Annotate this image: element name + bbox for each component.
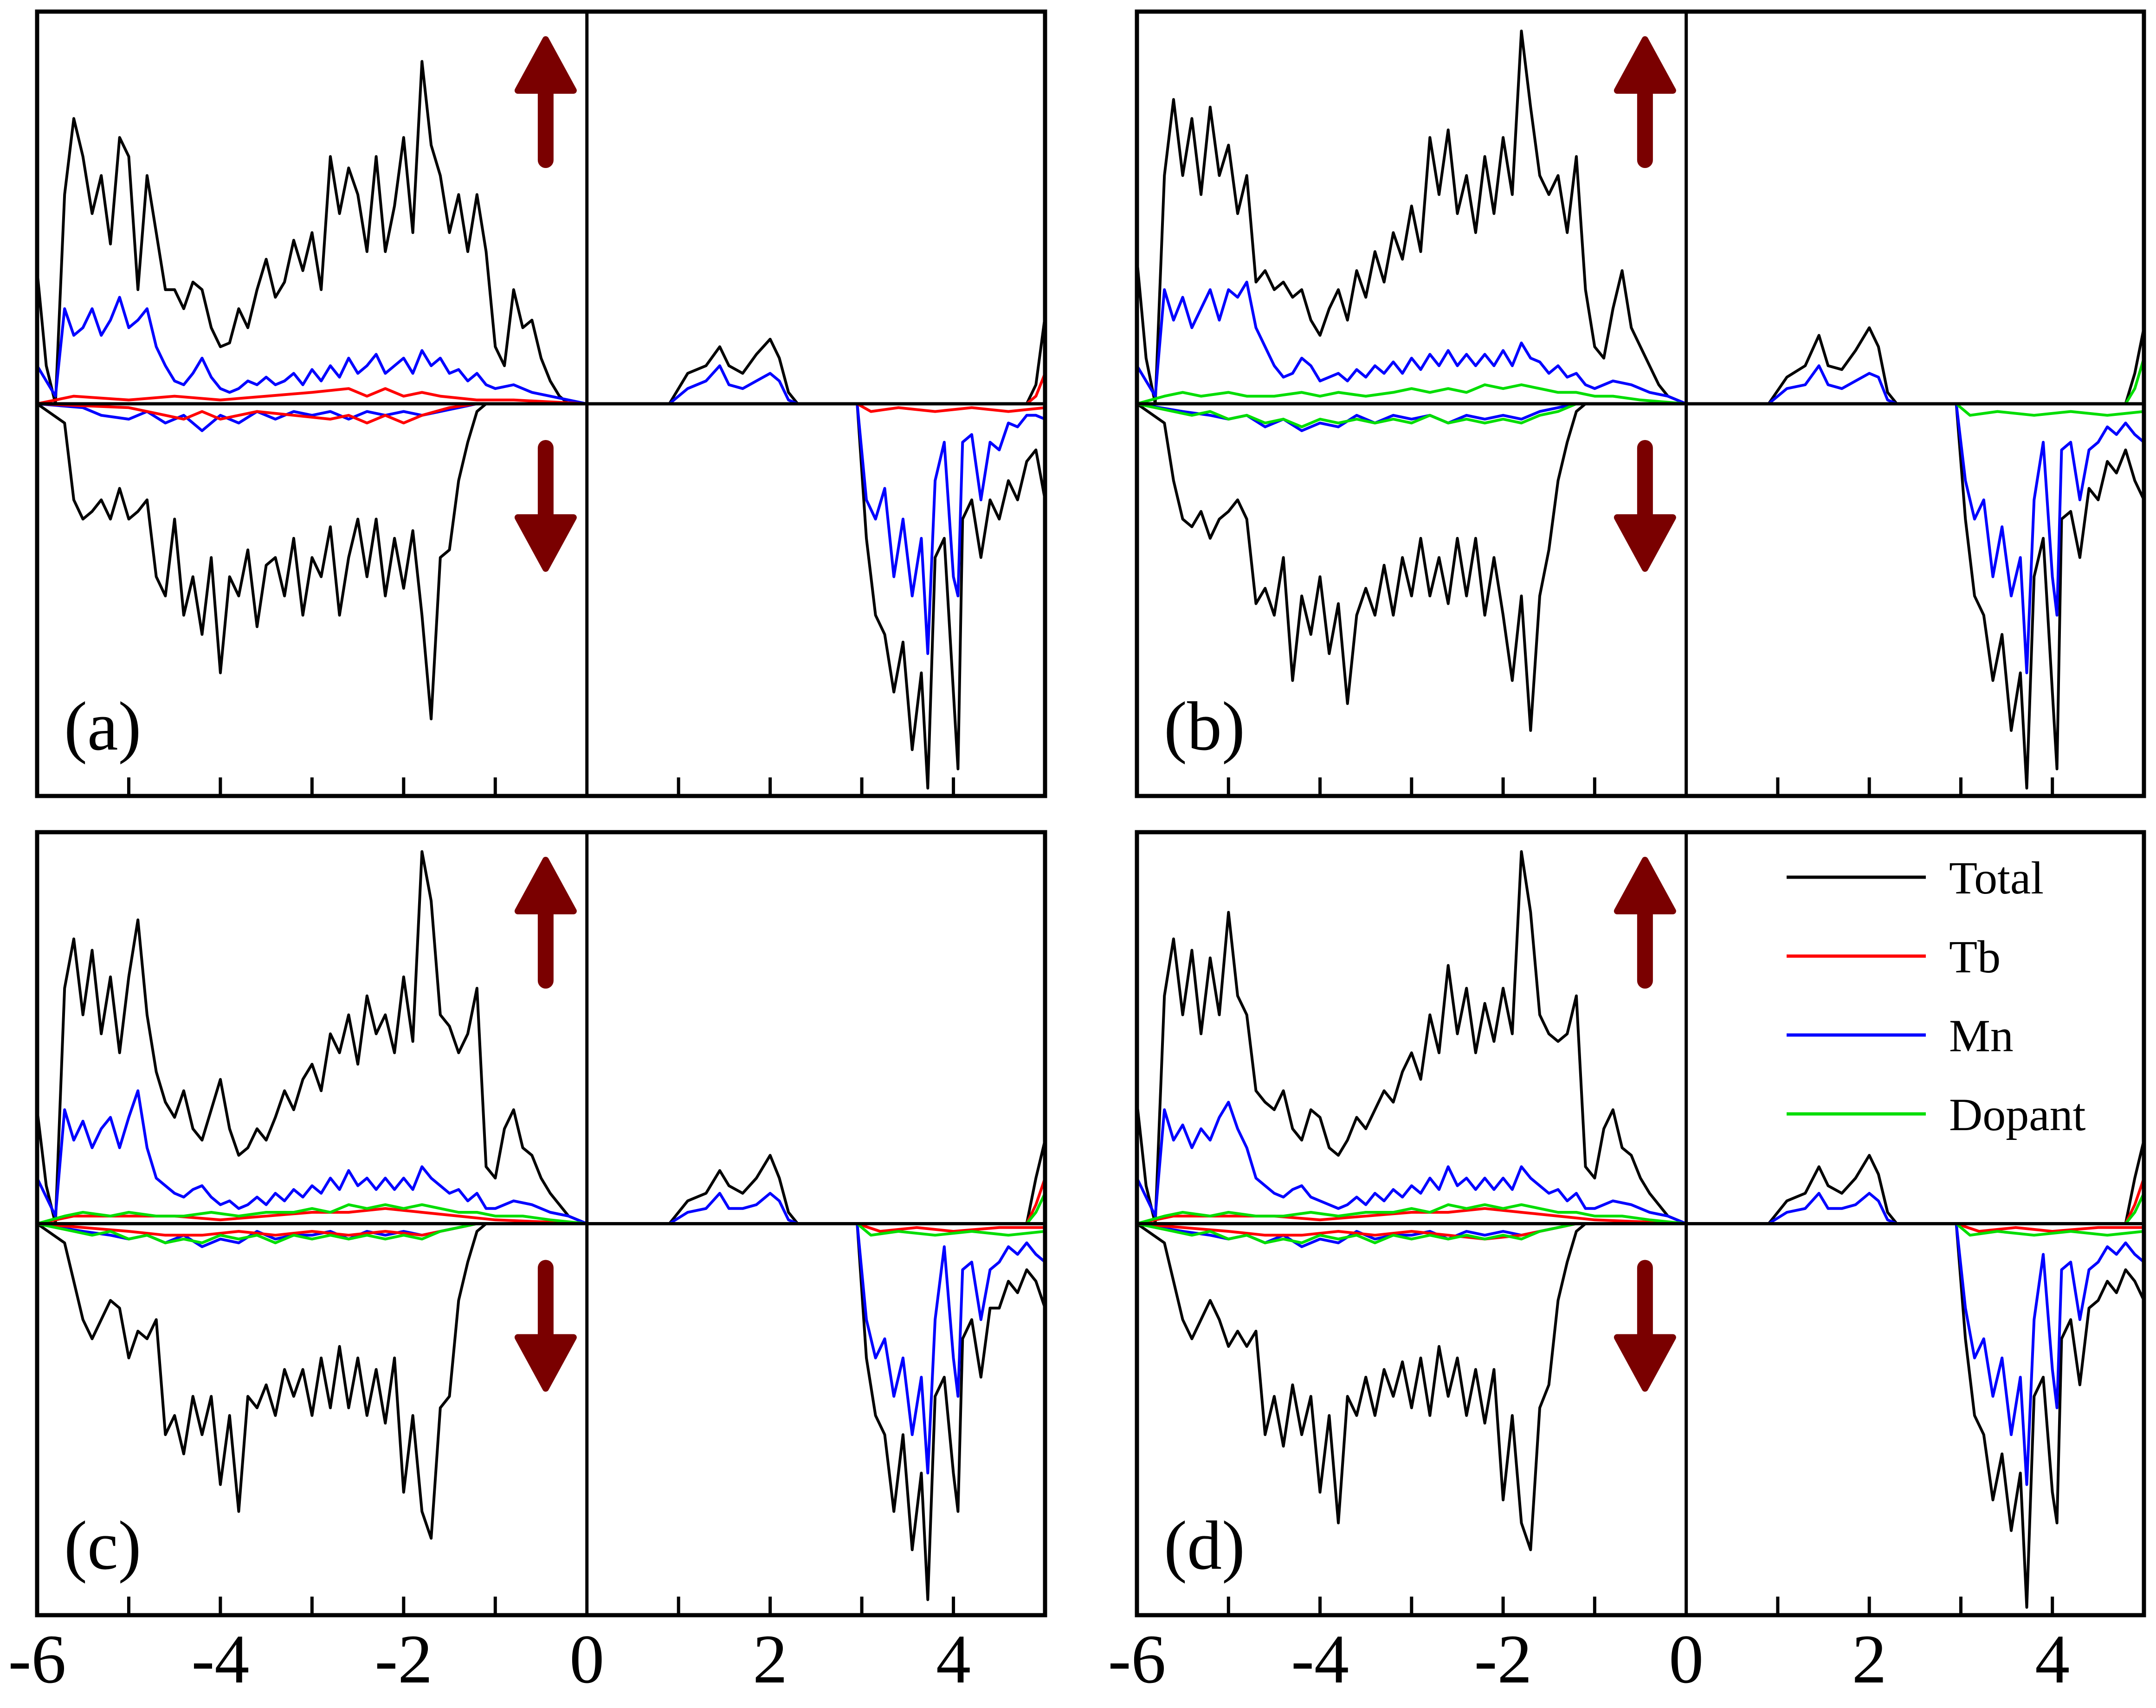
panel-d: (d) [1135, 830, 2146, 1617]
series-tb-down [37, 1222, 587, 1237]
legend-label: Total [1949, 852, 2044, 904]
series-mn-up-right [1686, 364, 2144, 405]
x-tick-label: 4 [936, 1621, 971, 1698]
panel-label: (c) [64, 1507, 141, 1584]
series-dopant-down [1137, 402, 1686, 428]
spin-up-arrow-icon [514, 36, 577, 168]
x-tick-label: -4 [1291, 1621, 1349, 1698]
panel-frame [1135, 830, 2146, 1617]
x-tick-label: -6 [1108, 1621, 1166, 1698]
series-tb-up [37, 387, 587, 405]
series-total-up [37, 850, 587, 1225]
series-total-down-right [1686, 1222, 2144, 1609]
series-dopant-up-right [1686, 357, 2144, 405]
series-dopant-down-right [587, 1222, 1045, 1237]
series-mn-down-right [587, 402, 1045, 655]
x-tick-label: -6 [8, 1621, 66, 1698]
panel-label: (d) [1164, 1507, 1245, 1584]
panel-frame [35, 830, 1047, 1617]
spin-up-arrow-icon [514, 857, 577, 989]
spin-up-arrow-icon [1614, 857, 1676, 989]
legend: Total Tb Mn Dopant [1787, 852, 2086, 1140]
series-mn-down-right [587, 1222, 1045, 1475]
series-mn-up [37, 296, 587, 405]
legend-label: Dopant [1949, 1089, 2086, 1140]
series-tb-up [1137, 1207, 1686, 1225]
series-total-down-right [587, 1222, 1045, 1601]
legend-item-total: Total [1787, 852, 2044, 904]
series-dopant-down [1137, 1222, 1686, 1244]
series-total-down [37, 1222, 587, 1540]
x-tick-label: 0 [569, 1621, 604, 1698]
series-mn-up-right [587, 1192, 1045, 1225]
series-mn-down-right [1686, 1222, 2144, 1486]
x-tick-label: 2 [753, 1621, 788, 1698]
panels-layer: (a) (b) (c) (d) [35, 9, 2146, 1617]
panel-label: (a) [64, 688, 141, 765]
series-group [1137, 29, 2144, 790]
series-tb-up-right [587, 1177, 1045, 1225]
x-tick-label: 2 [1852, 1621, 1887, 1698]
series-group [37, 850, 1045, 1601]
series-total-up [1137, 850, 1687, 1225]
series-dopant-up [1137, 1203, 1686, 1225]
series-tb-down [37, 402, 587, 425]
spin-down-arrow-icon [1614, 440, 1676, 572]
series-total-down-right [587, 402, 1045, 790]
series-group [37, 60, 1045, 790]
x-tick-label: 0 [1669, 1621, 1704, 1698]
series-total-down [1137, 402, 1686, 732]
series-total-up-right [587, 316, 1045, 405]
legend-label: Mn [1949, 1010, 2014, 1061]
panel-c: (c) [35, 830, 1047, 1617]
series-mn-up-right [1686, 1192, 2144, 1225]
panel-b: (b) [1135, 9, 2146, 798]
series-total-down [1137, 1222, 1686, 1552]
series-dopant-up [1137, 383, 1686, 405]
series-dopant-down-right [1686, 1222, 2144, 1237]
spin-down-arrow-icon [1614, 1260, 1676, 1392]
series-dopant-up-right [587, 1192, 1045, 1225]
series-tb-up-right [587, 373, 1045, 405]
x-tick-label: 4 [2035, 1621, 2070, 1698]
panel-a: (a) [35, 9, 1047, 798]
x-tick-label: -2 [1474, 1621, 1532, 1698]
legend-item-tb: Tb [1787, 931, 2001, 983]
panel-frame [1135, 9, 2146, 798]
series-group [1137, 850, 2144, 1609]
series-total-up [1137, 29, 1687, 405]
series-dopant-down [37, 1222, 587, 1244]
series-mn-up [1137, 280, 1687, 405]
series-mn-up [37, 1089, 587, 1225]
series-total-up-right [1686, 1139, 2144, 1225]
series-total-up-right [587, 1139, 1045, 1225]
series-dopant-up-right [1686, 1192, 2144, 1225]
spin-down-arrow-icon [514, 440, 577, 572]
series-mn-up [1137, 1100, 1687, 1225]
spin-up-arrow-icon [1614, 36, 1676, 168]
series-mn-down [1137, 402, 1686, 432]
series-dopant-up [37, 1203, 587, 1225]
legend-label: Tb [1949, 931, 2001, 983]
series-tb-up [37, 1207, 587, 1225]
series-total-up [37, 60, 587, 405]
series-dopant-down-right [1686, 402, 2144, 417]
panel-label: (b) [1164, 688, 1245, 765]
spin-down-arrow-icon [514, 1260, 577, 1392]
series-total-down [37, 402, 587, 720]
x-axis-tick-labels: -6 -4 -2 0 2 4 -6 -4 -2 0 2 4 [8, 1621, 2070, 1698]
series-mn-up-right [587, 364, 1045, 405]
panel-frame [35, 9, 1047, 798]
x-tick-label: -2 [374, 1621, 432, 1698]
legend-item-mn: Mn [1787, 1010, 2014, 1061]
x-tick-label: -4 [191, 1621, 249, 1698]
series-tb-up-right [1686, 1177, 2144, 1225]
legend-item-dopant: Dopant [1787, 1089, 2086, 1140]
series-mn-down-right [1686, 402, 2144, 674]
series-total-down-right [1686, 402, 2144, 790]
series-total-up-right [1686, 326, 2144, 405]
